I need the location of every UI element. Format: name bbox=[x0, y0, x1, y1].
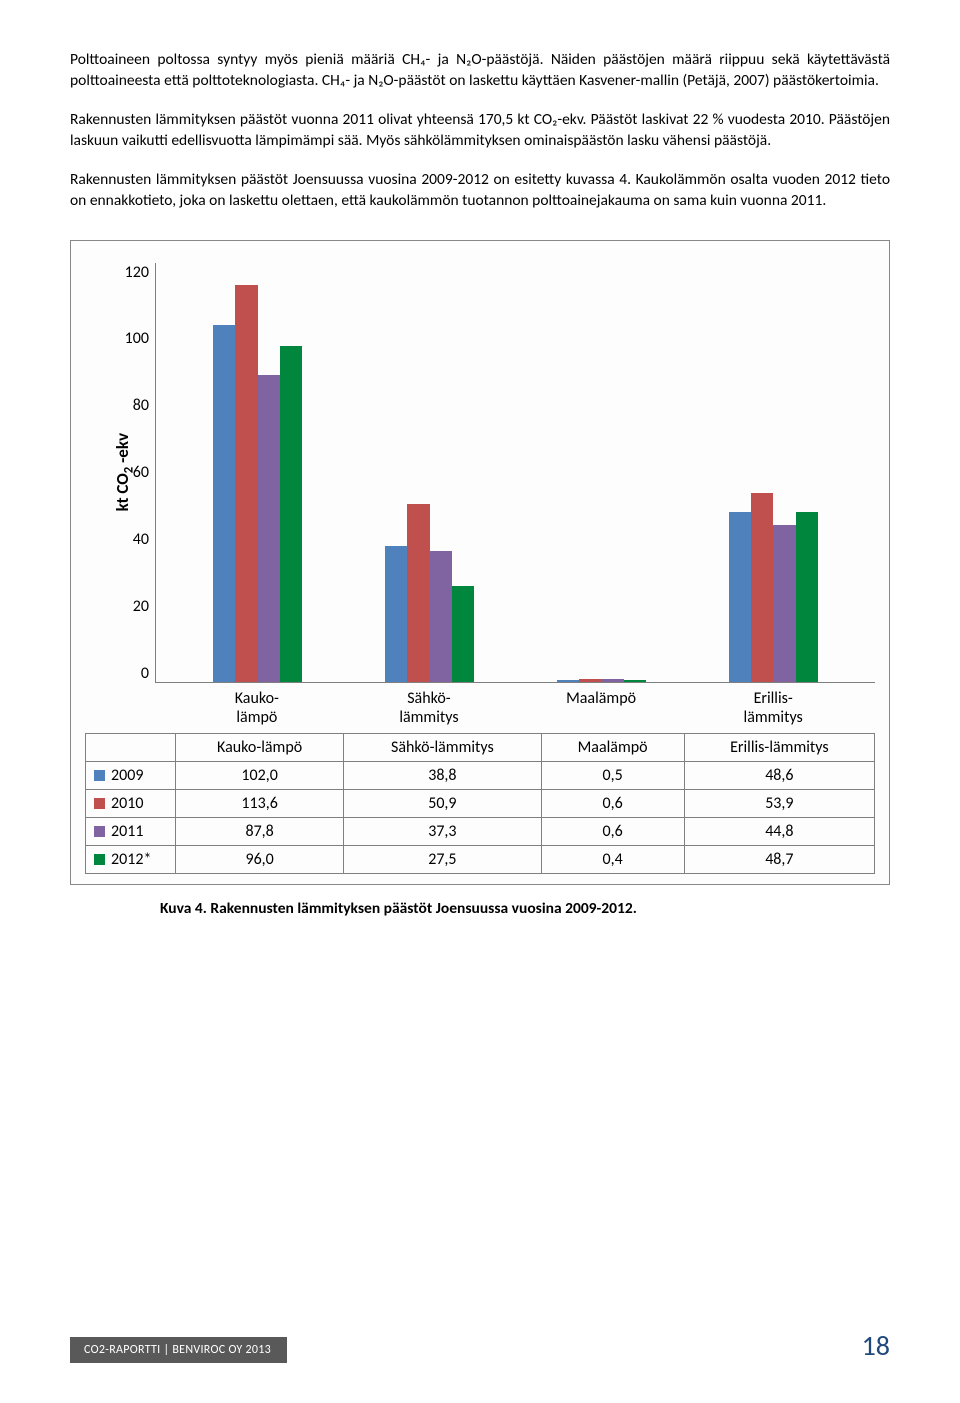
y-tick: 120 bbox=[125, 263, 149, 282]
table-cell: 102,0 bbox=[176, 761, 344, 789]
x-tick: Maalämpö bbox=[515, 689, 687, 727]
bar bbox=[601, 679, 623, 681]
legend-cell: 2009 bbox=[86, 761, 176, 789]
figure-caption: Kuva 4. Rakennusten lämmityksen päästöt … bbox=[70, 899, 890, 918]
bar bbox=[557, 680, 579, 682]
x-tick: Erillis-lämmitys bbox=[687, 689, 859, 727]
chart-bars bbox=[155, 263, 875, 683]
paragraph-1: Polttoaineen poltossa syntyy myös pieniä… bbox=[70, 50, 890, 92]
page-number: 18 bbox=[862, 1328, 890, 1363]
legend-swatch-icon bbox=[94, 798, 105, 809]
table-cell: 53,9 bbox=[684, 789, 874, 817]
table-column-header: Erillis-lämmitys bbox=[684, 733, 874, 761]
table-row: 2010113,650,90,653,9 bbox=[86, 789, 875, 817]
table-row: 201187,837,30,644,8 bbox=[86, 817, 875, 845]
bar-group bbox=[687, 263, 859, 682]
x-tick: Kauko-lämpö bbox=[171, 689, 343, 727]
legend-swatch-icon bbox=[94, 854, 105, 865]
bar bbox=[235, 285, 257, 682]
table-column-header: Kauko-lämpö bbox=[176, 733, 344, 761]
y-tick: 100 bbox=[125, 329, 149, 348]
bar bbox=[579, 679, 601, 681]
table-cell: 48,7 bbox=[684, 845, 874, 873]
legend-swatch-icon bbox=[94, 770, 105, 781]
table-cell: 0,6 bbox=[541, 817, 684, 845]
bar bbox=[624, 680, 646, 681]
y-tick: 80 bbox=[133, 396, 149, 415]
bar-group bbox=[344, 263, 516, 682]
table-row: 2009102,038,80,548,6 bbox=[86, 761, 875, 789]
table-cell: 0,6 bbox=[541, 789, 684, 817]
table-corner-cell bbox=[86, 733, 176, 761]
y-tick: 0 bbox=[141, 664, 149, 683]
bar bbox=[452, 586, 474, 682]
bar bbox=[430, 551, 452, 681]
table-cell: 0,5 bbox=[541, 761, 684, 789]
table-cell: 50,9 bbox=[344, 789, 541, 817]
bar bbox=[751, 493, 773, 681]
bar bbox=[729, 512, 751, 682]
table-cell: 37,3 bbox=[344, 817, 541, 845]
legend-cell: 2010 bbox=[86, 789, 176, 817]
bar bbox=[280, 346, 302, 681]
y-axis-label: kt CO2 -ekv bbox=[112, 433, 136, 511]
emissions-chart: kt CO2 -ekv 120100806040200 Kauko-lämpöS… bbox=[70, 240, 890, 885]
table-cell: 113,6 bbox=[176, 789, 344, 817]
table-row: 2012*96,027,50,448,7 bbox=[86, 845, 875, 873]
y-tick: 40 bbox=[133, 530, 149, 549]
bar-group bbox=[516, 263, 688, 682]
chart-data-table: Kauko-lämpöSähkö-lämmitysMaalämpöErillis… bbox=[85, 733, 875, 874]
bar bbox=[773, 525, 795, 681]
table-column-header: Maalämpö bbox=[541, 733, 684, 761]
table-header-row: Kauko-lämpöSähkö-lämmitysMaalämpöErillis… bbox=[86, 733, 875, 761]
paragraph-3: Rakennusten lämmityksen päästöt Joensuus… bbox=[70, 170, 890, 212]
x-tick: Sähkö-lämmitys bbox=[343, 689, 515, 727]
table-cell: 48,6 bbox=[684, 761, 874, 789]
y-axis-label-wrap: kt CO2 -ekv bbox=[85, 263, 113, 683]
table-cell: 87,8 bbox=[176, 817, 344, 845]
legend-cell: 2012* bbox=[86, 845, 176, 873]
chart-plot-area: kt CO2 -ekv 120100806040200 bbox=[85, 263, 875, 683]
legend-swatch-icon bbox=[94, 826, 105, 837]
bar bbox=[796, 512, 818, 682]
table-cell: 38,8 bbox=[344, 761, 541, 789]
x-axis-ticks: Kauko-lämpöSähkö-lämmitysMaalämpöErillis… bbox=[155, 683, 875, 727]
y-tick: 20 bbox=[133, 597, 149, 616]
footer-label: CO2-RAPORTTI | BENVIROC OY 2013 bbox=[70, 1337, 287, 1363]
table-column-header: Sähkö-lämmitys bbox=[344, 733, 541, 761]
table-cell: 96,0 bbox=[176, 845, 344, 873]
table-cell: 44,8 bbox=[684, 817, 874, 845]
bar bbox=[407, 504, 429, 682]
bar-group bbox=[172, 263, 344, 682]
bar bbox=[385, 546, 407, 681]
paragraph-2: Rakennusten lämmityksen päästöt vuonna 2… bbox=[70, 110, 890, 152]
page-footer: CO2-RAPORTTI | BENVIROC OY 2013 18 bbox=[70, 1328, 890, 1363]
bar bbox=[213, 325, 235, 681]
legend-cell: 2011 bbox=[86, 817, 176, 845]
table-cell: 27,5 bbox=[344, 845, 541, 873]
table-cell: 0,4 bbox=[541, 845, 684, 873]
bar bbox=[258, 375, 280, 682]
